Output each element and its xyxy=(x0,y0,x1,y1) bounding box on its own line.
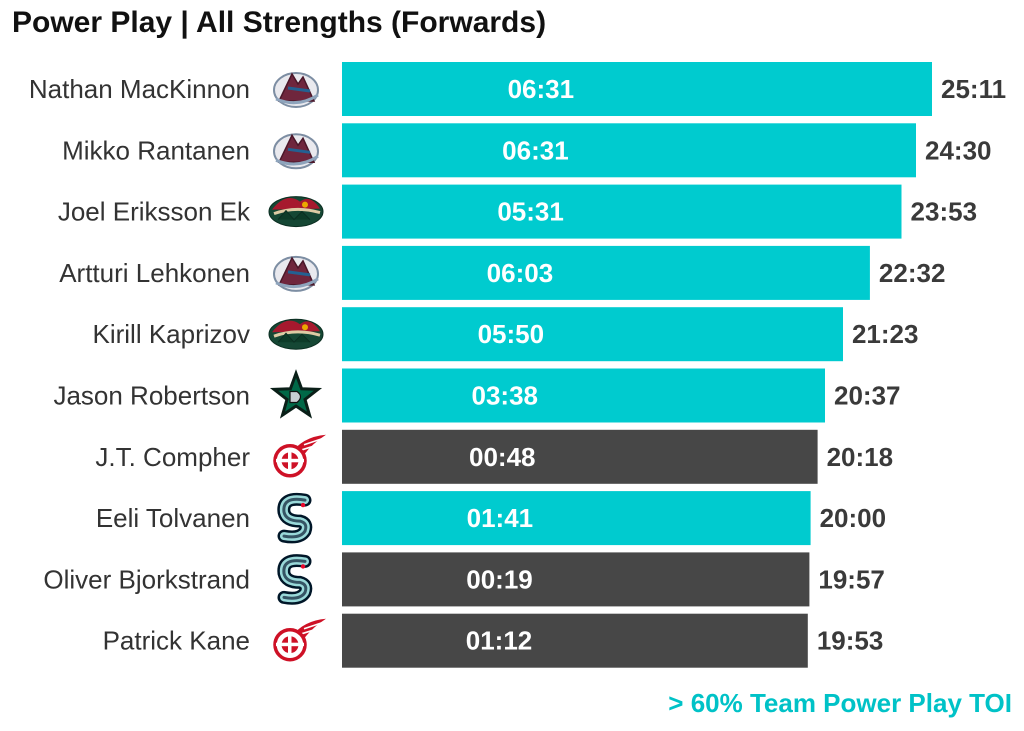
player-name: Nathan MacKinnon xyxy=(29,74,250,104)
player-row: Joel Eriksson Ek 05:31 23:53 xyxy=(58,184,978,239)
player-name: Mikko Rantanen xyxy=(62,135,250,165)
total-toi-label: 25:11 xyxy=(941,74,1006,104)
total-toi-bar xyxy=(342,245,870,300)
power-play-toi-label: 06:03 xyxy=(487,258,554,288)
player-row: Nathan MacKinnon 06:31 25:11 xyxy=(29,62,1006,116)
power-play-toi-label: 06:31 xyxy=(508,74,575,104)
player-name: Oliver Bjorkstrand xyxy=(43,564,250,594)
chart-title: Power Play | All Strengths (Forwards) xyxy=(12,6,547,39)
total-toi-label: 22:32 xyxy=(879,258,946,288)
total-toi-bar xyxy=(342,613,808,668)
wild-logo-icon xyxy=(268,196,324,228)
power-play-toi-label: 03:38 xyxy=(472,381,539,411)
total-toi-bar xyxy=(342,184,902,239)
power-play-toi-label: 06:31 xyxy=(502,135,569,165)
player-name: Patrick Kane xyxy=(103,626,250,656)
player-name: J.T. Compher xyxy=(95,442,250,472)
stars-logo-icon xyxy=(269,369,323,419)
player-row: Artturi Lehkonen 06:03 22:32 xyxy=(59,245,946,300)
total-toi-bar xyxy=(342,307,843,362)
power-play-toi-label: 05:31 xyxy=(497,197,564,227)
player-name: Kirill Kaprizov xyxy=(93,319,251,349)
red-wings-logo-icon xyxy=(273,618,326,662)
total-toi-bar xyxy=(342,62,932,116)
power-play-toi-label: 00:19 xyxy=(466,564,533,594)
total-toi-label: 23:53 xyxy=(911,197,978,227)
total-toi-bar xyxy=(342,429,818,484)
player-row: Mikko Rantanen 06:31 24:30 xyxy=(62,123,992,178)
total-toi-label: 20:18 xyxy=(827,442,894,472)
power-play-toi-label: 05:50 xyxy=(478,319,545,349)
kraken-logo-icon xyxy=(277,554,313,605)
total-toi-label: 19:57 xyxy=(818,564,885,594)
total-toi-bar xyxy=(342,552,810,607)
total-toi-bar xyxy=(342,123,916,178)
highlight-legend-note: > 60% Team Power Play TOI xyxy=(668,688,1012,718)
player-row: Jason Robertson 03:38 20:37 xyxy=(53,368,901,423)
power-play-toi-label: 01:41 xyxy=(467,503,534,533)
avalanche-logo-icon xyxy=(273,133,319,170)
player-row: Oliver Bjorkstrand 00:19 19:57 xyxy=(43,552,885,607)
total-toi-label: 20:00 xyxy=(820,503,887,533)
total-toi-bar xyxy=(342,368,825,423)
player-name: Jason Robertson xyxy=(53,381,250,411)
total-toi-label: 21:23 xyxy=(852,319,919,349)
player-row: Kirill Kaprizov 05:50 21:23 xyxy=(93,307,919,362)
player-name: Artturi Lehkonen xyxy=(59,258,250,288)
power-play-toi-label: 00:48 xyxy=(469,442,536,472)
wild-logo-icon xyxy=(268,318,324,350)
total-toi-label: 20:37 xyxy=(834,381,901,411)
player-row: J.T. Compher 00:48 20:18 xyxy=(95,429,894,484)
total-toi-label: 19:53 xyxy=(817,626,884,656)
red-wings-logo-icon xyxy=(273,434,326,478)
power-play-toi-label: 01:12 xyxy=(466,626,533,656)
total-toi-bar xyxy=(342,491,811,546)
player-name: Eeli Tolvanen xyxy=(96,503,250,533)
kraken-logo-icon xyxy=(277,492,313,544)
player-row: Eeli Tolvanen 01:41 20:00 xyxy=(96,491,887,546)
player-row: Patrick Kane 01:12 19:53 xyxy=(103,613,884,668)
avalanche-logo-icon xyxy=(273,72,319,108)
avalanche-logo-icon xyxy=(273,255,319,292)
player-name: Joel Eriksson Ek xyxy=(58,197,251,227)
total-toi-label: 24:30 xyxy=(925,135,992,165)
